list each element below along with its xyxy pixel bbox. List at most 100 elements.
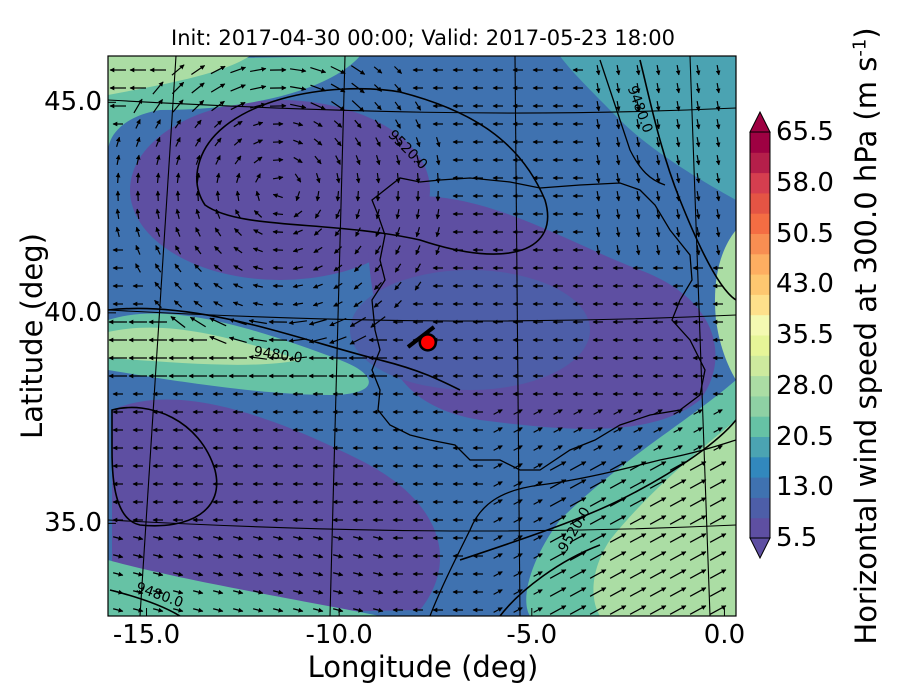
wind-arrow xyxy=(293,607,304,613)
wind-arrow xyxy=(493,445,503,451)
wind-arrow xyxy=(533,409,543,415)
wind-arrow xyxy=(133,98,143,114)
wind-arrow xyxy=(135,226,141,237)
wind-arrow xyxy=(210,83,226,93)
wind-arrow xyxy=(689,569,707,579)
wind-arrow xyxy=(609,515,627,525)
wind-arrow xyxy=(213,571,224,577)
wind-arrow xyxy=(253,156,263,164)
wind-arrow xyxy=(395,172,401,184)
y-axis-label: Latitude (deg) xyxy=(15,233,49,439)
wind-arrow xyxy=(589,479,607,489)
wind-arrow xyxy=(615,154,621,166)
wind-arrow xyxy=(315,190,321,202)
wind-arrow xyxy=(333,246,343,254)
wind-arrow xyxy=(629,497,647,507)
wind-arrow xyxy=(553,409,563,415)
wind-arrow xyxy=(334,227,342,237)
wind-arrow xyxy=(569,479,587,489)
wind-arrow xyxy=(635,154,641,166)
wind-arrow xyxy=(569,497,587,507)
wind-arrow xyxy=(695,82,701,94)
wind-arrow xyxy=(493,535,503,541)
wind-arrow xyxy=(415,263,421,273)
colorbar-tick-label: 50.5 xyxy=(776,218,834,249)
wind-arrow xyxy=(233,138,243,146)
wind-arrow xyxy=(355,227,361,237)
wind-arrow xyxy=(635,244,641,256)
wind-arrow xyxy=(533,553,543,559)
wind-arrow xyxy=(635,82,641,94)
wind-arrow xyxy=(649,497,667,507)
wind-arrow xyxy=(350,65,366,75)
wind-arrow xyxy=(435,245,441,256)
wind-arrow xyxy=(253,607,264,613)
wind-arrow xyxy=(373,607,384,613)
wind-arrow xyxy=(549,569,567,579)
wind-arrow xyxy=(312,283,323,289)
wind-arrow xyxy=(213,282,223,290)
wind-arrow xyxy=(292,229,303,235)
wind-arrow xyxy=(293,210,303,218)
colorbar-extend-top xyxy=(749,110,771,133)
wind-arrow xyxy=(313,571,324,577)
wind-arrow xyxy=(375,227,381,238)
wind-arrow xyxy=(234,228,242,236)
wind-arrow xyxy=(513,535,523,541)
wind-arrow xyxy=(175,172,181,184)
wind-arrow xyxy=(308,318,327,326)
wind-arrow xyxy=(513,445,523,451)
wind-arrow xyxy=(253,210,263,218)
wind-arrow xyxy=(232,301,243,307)
wind-arrow xyxy=(314,209,322,219)
wind-arrow xyxy=(635,172,641,184)
wind-arrow xyxy=(635,64,641,76)
wind-arrow xyxy=(613,409,623,415)
wind-arrow xyxy=(713,427,723,433)
colorbar-tick-label: 13.0 xyxy=(776,472,834,503)
wind-arrow xyxy=(695,244,701,256)
wind-arrow xyxy=(595,172,601,184)
wind-arrow xyxy=(375,172,381,184)
wind-arrow xyxy=(155,172,161,184)
wind-arrow xyxy=(292,265,304,271)
wind-arrow xyxy=(415,137,421,148)
wind-arrow xyxy=(353,589,364,595)
plot-frame xyxy=(107,55,737,617)
wind-arrow xyxy=(235,190,241,202)
colorbar-label-text: Horizontal wind speed at 300.0 hPa (m s xyxy=(849,56,883,645)
wind-arrow xyxy=(374,101,382,111)
wind-arrow xyxy=(549,461,567,471)
wind-arrow xyxy=(273,607,284,613)
wind-arrow xyxy=(709,479,727,489)
colorbar-segment xyxy=(750,314,770,336)
wind-arrow xyxy=(609,479,627,489)
wind-arrow xyxy=(175,226,181,237)
colorbar-tick-label: 58.0 xyxy=(776,167,834,198)
wind-arrow xyxy=(175,137,181,147)
wind-arrow xyxy=(715,82,721,94)
wind-arrow xyxy=(629,515,647,525)
wind-arrow xyxy=(335,155,341,165)
wind-arrow xyxy=(228,318,247,326)
wind-arrow xyxy=(255,173,261,183)
wind-arrow xyxy=(669,515,687,525)
wind-arrow xyxy=(715,64,721,76)
wind-arrow xyxy=(155,226,161,237)
wind-arrow xyxy=(133,607,144,613)
wind-arrow xyxy=(233,120,243,128)
colorbar-segment xyxy=(750,375,770,397)
colorbar-label: Horizontal wind speed at 300.0 hPa (m s-… xyxy=(849,27,883,644)
wind-arrow xyxy=(155,154,161,165)
wind-arrow xyxy=(689,479,707,489)
wind-arrow xyxy=(195,208,201,219)
wind-arrow xyxy=(549,479,567,489)
wind-arrow xyxy=(655,136,661,148)
wind-arrow xyxy=(533,517,543,523)
wind-arrow xyxy=(609,461,627,471)
contour-label: 9480.0 xyxy=(253,344,304,367)
wind-arrow xyxy=(589,587,607,597)
wind-arrow xyxy=(715,226,721,238)
wind-arrow xyxy=(354,245,362,255)
